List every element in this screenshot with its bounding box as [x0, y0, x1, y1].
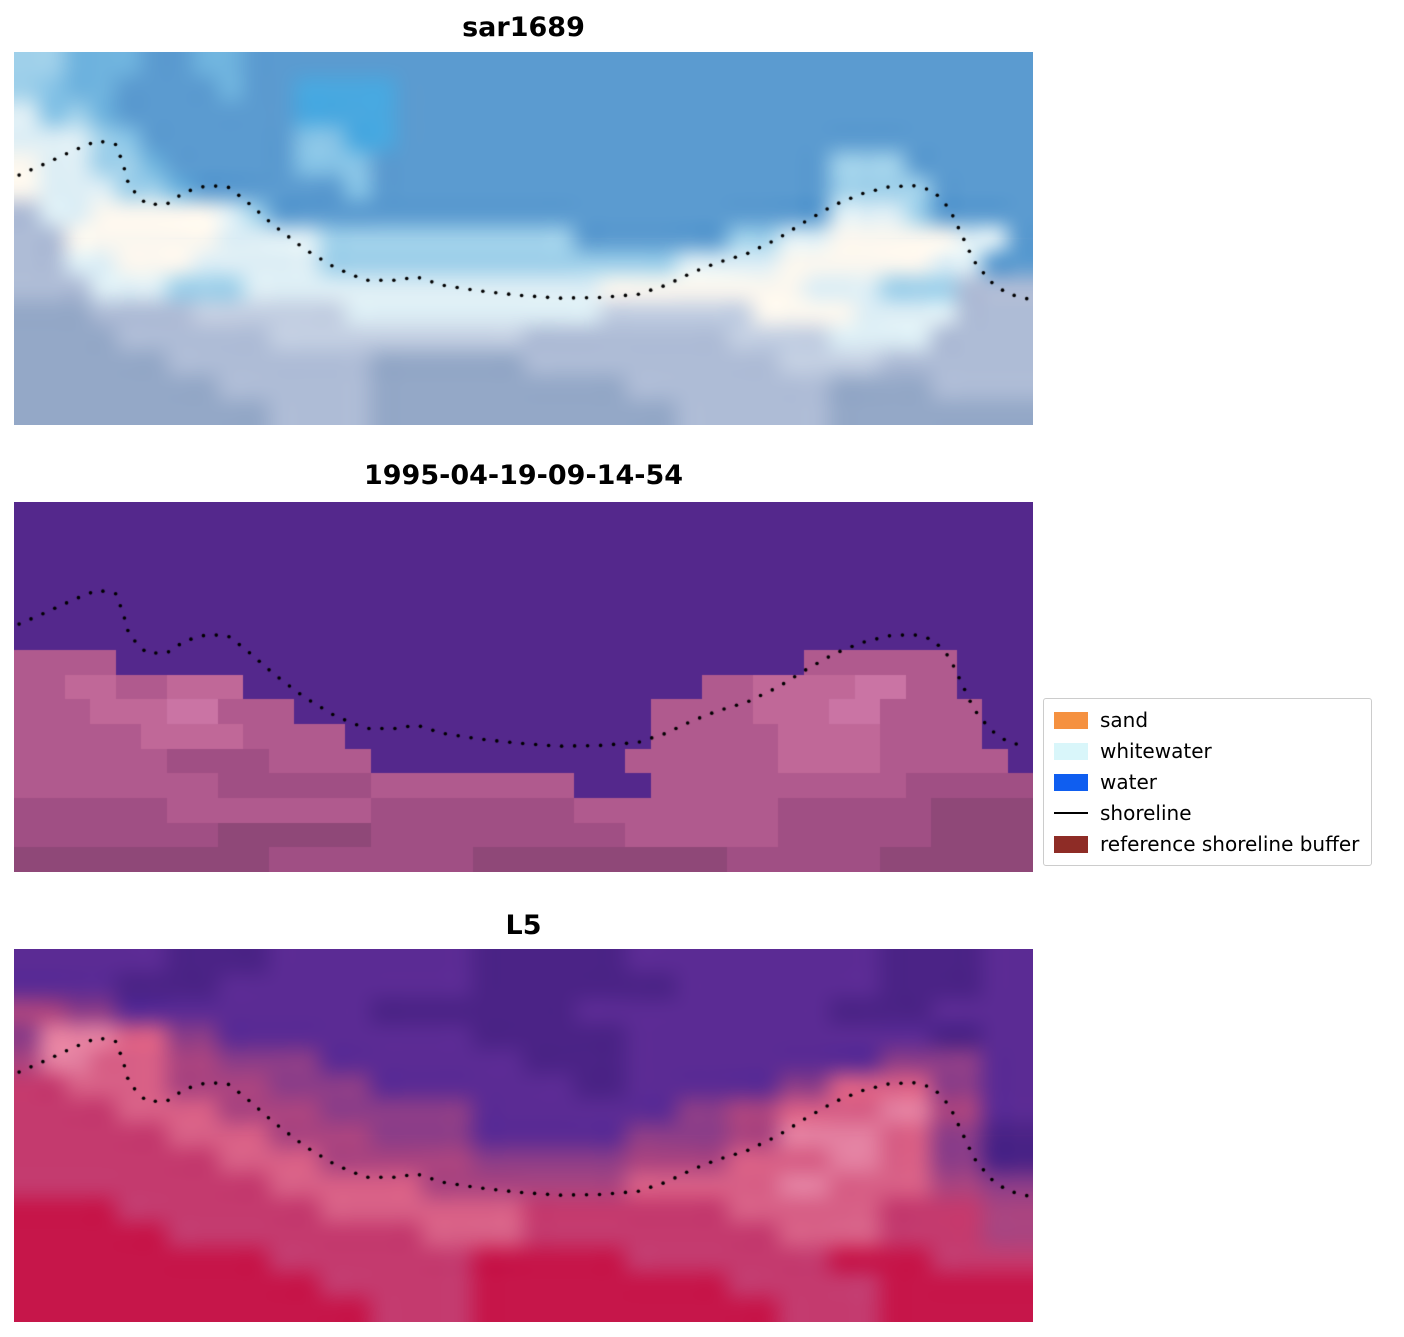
legend-color-swatch: [1054, 835, 1088, 853]
legend-label: shoreline: [1100, 801, 1192, 825]
legend: sand whitewater water shoreline reference sh…: [1043, 698, 1373, 866]
l5-image: [14, 949, 1033, 1322]
classification-image: [14, 502, 1033, 872]
legend-line-sample: [1054, 812, 1088, 814]
legend-label: reference shoreline buffer: [1100, 832, 1360, 856]
panel-title-classification: 1995-04-19-09-14-54: [363, 460, 684, 491]
legend-color-swatch: [1054, 773, 1088, 791]
legend-item: water: [1054, 770, 1359, 794]
legend-item: sand: [1054, 708, 1359, 732]
legend-item: reference shoreline buffer: [1054, 832, 1359, 856]
legend-label: water: [1100, 770, 1157, 794]
panel-title-l5: L5: [505, 910, 542, 941]
legend-label: whitewater: [1100, 739, 1212, 763]
legend-label: sand: [1100, 708, 1149, 732]
legend-item: shoreline: [1054, 801, 1359, 825]
legend-color-swatch: [1054, 711, 1088, 729]
panel-title-sar1689: sar1689: [462, 12, 585, 43]
sar1689-image: [14, 52, 1033, 425]
legend-color-swatch: [1054, 742, 1088, 760]
legend-item: whitewater: [1054, 739, 1359, 763]
